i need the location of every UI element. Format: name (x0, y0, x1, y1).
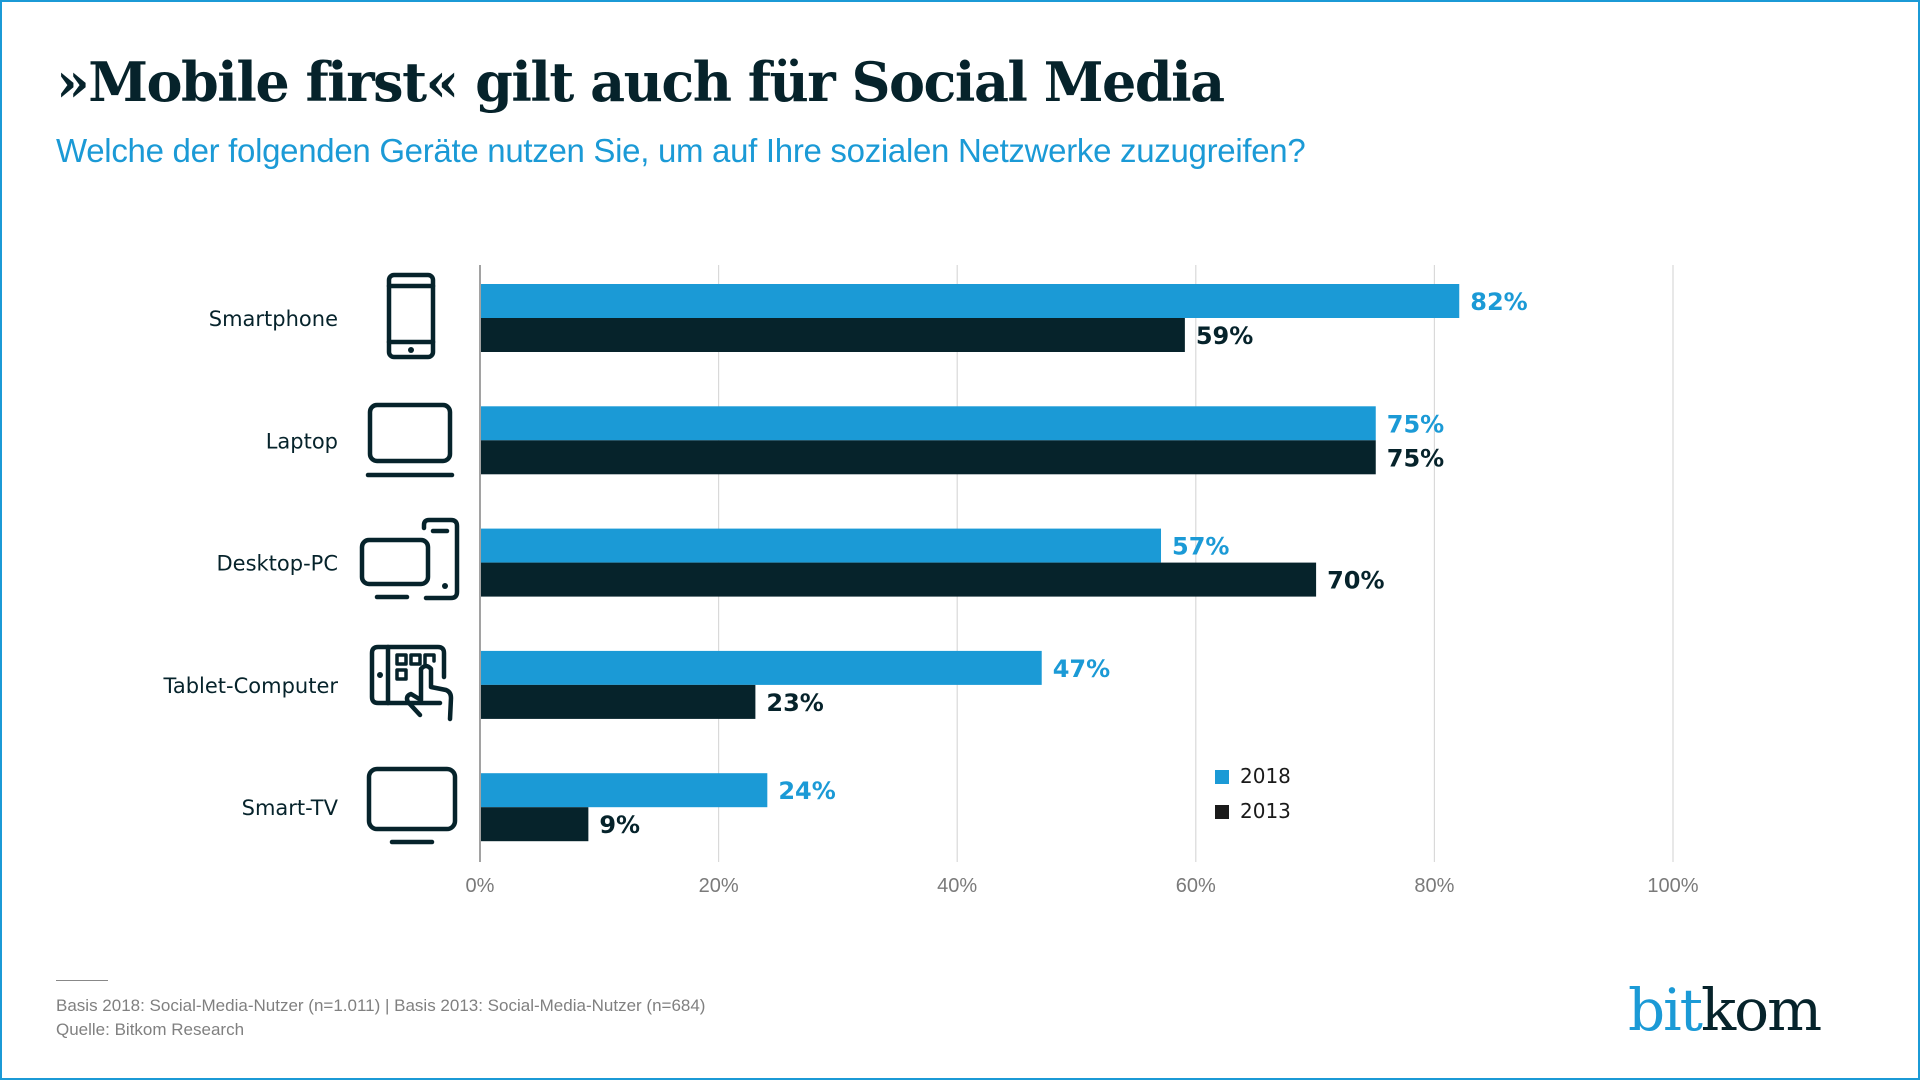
value-label-2018: 24% (778, 777, 835, 805)
bar-2018 (481, 773, 768, 808)
bar-2013 (481, 684, 756, 719)
x-tick-label: 60% (1176, 875, 1216, 897)
smartphone-icon (386, 272, 436, 360)
smart-tv-icon (366, 766, 458, 845)
bar-2018 (481, 528, 1162, 563)
value-label-2013: 9% (599, 811, 640, 839)
bitkom-logo: bitkom (1628, 976, 1822, 1044)
category-label: Smartphone (209, 307, 338, 331)
value-label-2018: 75% (1387, 410, 1444, 438)
x-tick-label: 20% (699, 875, 739, 897)
chart-title: »Mobile first« gilt auch für Social Medi… (56, 50, 1225, 114)
legend-swatch-2013 (1215, 805, 1229, 819)
chart-subtitle: Welche der folgenden Geräte nutzen Sie, … (56, 132, 1306, 169)
bar-2013 (481, 562, 1317, 597)
category-label: Desktop-PC (216, 552, 338, 576)
x-tick-label: 100% (1647, 875, 1698, 897)
bar-2013 (481, 318, 1185, 352)
laptop-icon (365, 402, 455, 478)
bar-2013 (481, 440, 1376, 475)
value-label-2013: 59% (1196, 322, 1253, 350)
legend-label-2013: 2013 (1240, 799, 1291, 823)
value-label-2013: 23% (766, 689, 823, 717)
desktop-pc-icon (359, 517, 460, 601)
x-tick-label: 0% (466, 875, 495, 897)
footer-notes: Basis 2018: Social-Media-Nutzer (n=1.011… (56, 994, 705, 1042)
logo-part-bit: bit (1628, 976, 1703, 1044)
value-label-2013: 70% (1327, 567, 1384, 595)
bar-2018 (481, 284, 1460, 318)
footer-basis: Basis 2018: Social-Media-Nutzer (n=1.011… (56, 996, 706, 1015)
value-label-2013: 75% (1387, 444, 1444, 472)
bar-2018 (481, 406, 1376, 441)
legend-label-2018: 2018 (1240, 764, 1291, 788)
category-label: Laptop (266, 429, 338, 453)
logo-part-kom: kom (1701, 976, 1822, 1044)
value-label-2018: 82% (1470, 288, 1527, 316)
footer-divider (56, 980, 108, 981)
x-tick-label: 80% (1414, 875, 1454, 897)
bar-2013 (481, 807, 589, 842)
category-label: Smart-TV (242, 796, 339, 820)
value-label-2018: 57% (1172, 533, 1229, 561)
tablet-icon (369, 644, 454, 722)
legend-swatch-2018 (1215, 770, 1229, 784)
value-label-2018: 47% (1053, 655, 1110, 683)
bar-2018 (481, 650, 1042, 685)
x-tick-label: 40% (937, 875, 977, 897)
category-label: Tablet-Computer (162, 674, 338, 698)
footer-source: Quelle: Bitkom Research (56, 1020, 245, 1039)
